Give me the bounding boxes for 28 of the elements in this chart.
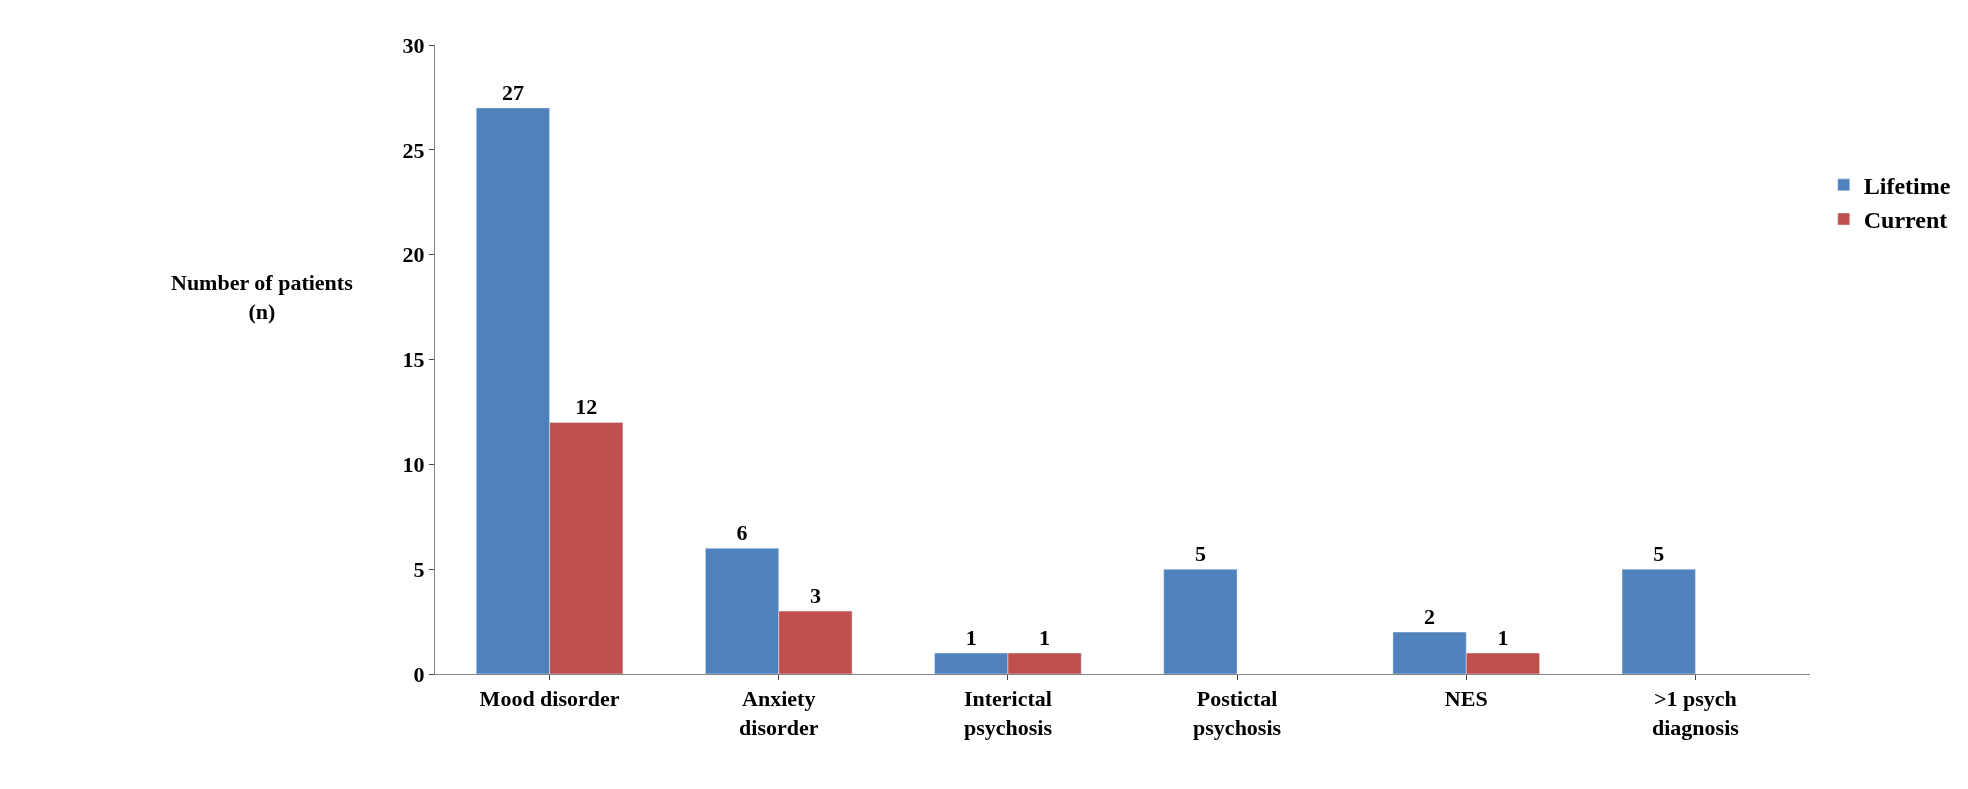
data-label: 1 [1039,625,1051,651]
data-label: 12 [575,394,598,420]
y-tick-label: 25 [402,137,425,163]
bar [1163,568,1238,674]
y-tick-label: 30 [402,32,425,58]
data-label: 5 [1194,541,1206,567]
data-label: 3 [809,583,821,609]
data-label: 6 [736,520,748,546]
data-label: 1 [1497,625,1509,651]
data-label: 27 [501,79,524,105]
x-tick-label: Postictal psychosis [1193,686,1282,740]
data-label: 5 [1653,541,1665,567]
x-tick-label: Mood disorder [479,686,620,712]
y-tick-label: 10 [402,452,425,478]
y-axis-title: Number of patients (n) [171,270,354,324]
x-tick-label: >1 psych diagnosis [1652,686,1740,740]
y-tick-label: 5 [413,556,425,582]
bar [1621,568,1696,674]
data-label: 2 [1424,604,1436,630]
x-tick-label: NES [1444,686,1488,712]
x-tick-label: Interictal psychosis [963,686,1053,740]
data-label: 1 [965,625,977,651]
legend-label: Lifetime [1863,173,1951,200]
y-tick-label: 15 [402,347,425,373]
x-tick-label: Anxiety disorder [739,686,819,740]
y-tick-label: 0 [413,661,425,687]
legend-label: Current [1863,207,1948,234]
y-tick-label: 20 [402,242,425,268]
